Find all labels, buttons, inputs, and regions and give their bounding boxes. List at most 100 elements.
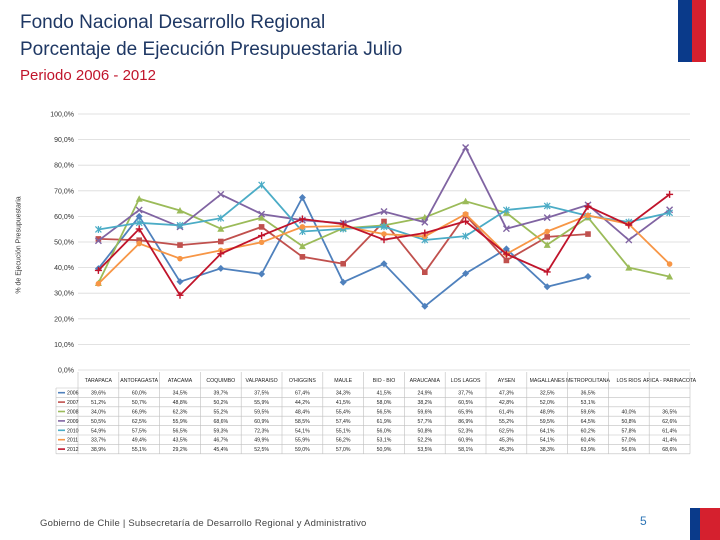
point-2012 — [502, 250, 510, 258]
point-2009 — [94, 237, 102, 245]
point-2011 — [462, 211, 469, 217]
data-label-2007: 42,8% — [499, 400, 514, 406]
category-label: BIO - BIO — [373, 378, 395, 384]
data-label-2011: 43,5% — [173, 438, 188, 444]
data-label-2007: 41,5% — [336, 400, 351, 406]
data-label-2008: 55,4% — [336, 410, 351, 416]
data-label-2011: 49,4% — [132, 438, 147, 444]
point-2009 — [217, 190, 225, 198]
data-label-2009: 59,5% — [540, 419, 555, 425]
data-label-2010: 72,3% — [254, 428, 269, 434]
data-label-2010: 50,8% — [417, 428, 432, 434]
data-label-2011: 55,9% — [295, 438, 310, 444]
point-2012 — [462, 217, 470, 225]
data-label-2007: 51,2% — [91, 400, 106, 406]
point-2008 — [298, 242, 306, 250]
data-label-2011: 52,2% — [417, 438, 432, 444]
category-label: ARAUCANIA — [410, 378, 441, 384]
series-line-2006 — [97, 195, 589, 308]
data-label-2006: 37,5% — [254, 391, 269, 397]
point-2008 — [625, 264, 633, 271]
point-2010 — [462, 232, 470, 240]
data-label-2010: 54,9% — [91, 428, 106, 434]
data-label-2012: 55,1% — [132, 447, 147, 453]
data-label-2011: 57,0% — [621, 438, 636, 444]
data-label-2009: 50,8% — [621, 419, 636, 425]
data-label-2009: 86,9% — [458, 419, 473, 425]
data-label-2008: 59,6% — [581, 410, 596, 416]
point-2007 — [503, 257, 510, 264]
point-2007 — [218, 238, 224, 245]
point-2012 — [217, 250, 225, 258]
data-label-2010: 64,1% — [540, 428, 555, 434]
point-2011 — [585, 212, 591, 219]
data-label-2008: 59,6% — [417, 410, 432, 416]
point-2006 — [421, 302, 429, 310]
point-2011 — [666, 261, 673, 267]
point-2012 — [258, 232, 266, 240]
point-2010 — [217, 214, 225, 222]
data-label-2012: 50,9% — [377, 447, 392, 453]
data-label-2006: 41,5% — [377, 391, 392, 397]
data-label-2009: 60,9% — [254, 419, 269, 425]
data-label-2011: 49,9% — [254, 438, 269, 444]
data-label-2009: 58,5% — [295, 419, 310, 425]
data-label-2009: 50,5% — [91, 419, 106, 425]
point-2006 — [135, 212, 143, 220]
flag-red-stripe — [692, 0, 706, 62]
y-tick-label: 0,0% — [58, 368, 74, 375]
point-2007 — [340, 260, 346, 267]
data-label-2009: 57,7% — [417, 419, 432, 425]
data-label-2010: 59,3% — [213, 428, 228, 434]
data-label-2008: 56,5% — [377, 410, 392, 416]
data-label-2007: 58,0% — [377, 400, 392, 406]
data-label-2007: 60,5% — [458, 400, 473, 406]
data-label-2009: 57,4% — [336, 419, 351, 425]
data-table: TARAPACA ANTOFAGASTA ATACAMA COQUIMBO VALPAR… — [55, 372, 697, 455]
legend-label: 2006 — [67, 391, 79, 397]
data-label-2007: 50,2% — [213, 400, 228, 406]
data-label-2009: 55,9% — [173, 419, 188, 425]
data-label-2011: 46,7% — [213, 438, 228, 444]
data-label-2012: 45,4% — [213, 447, 228, 453]
data-label-2006: 36,5% — [581, 391, 596, 397]
data-label-2012: 59,0% — [295, 447, 310, 453]
data-label-2010: 56,5% — [173, 428, 188, 434]
point-2012 — [339, 220, 347, 228]
data-label-2010: 52,3% — [458, 428, 473, 434]
point-2006 — [217, 264, 225, 272]
footer-flag-blue — [690, 508, 700, 540]
data-label-2008: 40,0% — [621, 410, 636, 416]
data-label-2006: 60,0% — [132, 391, 147, 397]
point-2011 — [381, 231, 387, 237]
data-label-2010: 61,4% — [662, 428, 677, 434]
data-label-2008: 36,5% — [662, 410, 677, 416]
data-label-2010: 55,1% — [336, 428, 351, 434]
data-label-2008: 59,5% — [254, 410, 269, 416]
data-label-2011: 60,4% — [581, 438, 596, 444]
point-2007 — [422, 269, 428, 276]
data-label-2007: 53,1% — [581, 400, 596, 406]
legend-label: 2009 — [67, 419, 79, 425]
data-label-2008: 66,9% — [132, 410, 147, 416]
point-2011 — [258, 239, 265, 246]
point-2012 — [94, 266, 102, 274]
point-2007 — [381, 218, 387, 225]
data-label-2006: 67,4% — [295, 391, 310, 397]
data-label-2012: 57,0% — [336, 447, 351, 453]
point-2006 — [502, 245, 510, 253]
page-number: 5 — [640, 514, 647, 528]
point-2010 — [666, 209, 674, 217]
point-2012 — [135, 225, 143, 233]
point-2006 — [462, 269, 470, 277]
data-label-2012: 58,1% — [458, 447, 473, 453]
data-label-2006: 32,5% — [540, 391, 555, 397]
data-label-2012: 53,5% — [417, 447, 432, 453]
point-2009 — [625, 236, 633, 244]
legend-label: 2011 — [67, 438, 78, 444]
point-2007 — [258, 224, 265, 230]
category-label: O'HIGGINS — [289, 378, 316, 384]
point-2007 — [136, 237, 142, 244]
point-2007 — [544, 234, 550, 240]
footer-text: Gobierno de Chile | Subsecretaría de Des… — [40, 518, 367, 529]
